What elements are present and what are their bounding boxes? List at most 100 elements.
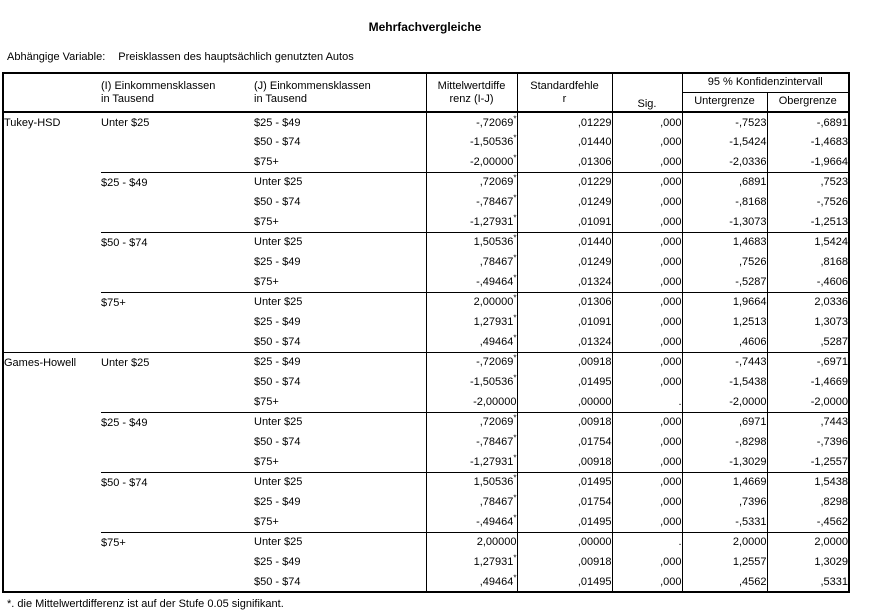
mean-difference-cell: 1,27931* [425,312,517,332]
lower-bound-cell: 1,2513 [681,312,767,332]
mean-difference-cell: 1,50536* [425,232,517,252]
significance-star: * [513,572,517,582]
lower-bound-cell: -,8168 [681,192,767,212]
sig-cell: ,000 [611,172,682,192]
mean-difference-value: -,78467 [476,196,514,208]
i-group-cell: $75+ [101,292,254,353]
lower-bound-cell: ,4606 [681,332,767,353]
std-error-cell: ,00918 [516,552,612,572]
sig-cell: ,000 [611,292,682,312]
sig-cell: ,000 [611,132,682,152]
mean-difference-value: -,72069 [476,116,514,129]
col-header-mean-difference: Mittelwertdiffe renz (I-J) [425,73,517,113]
sig-cell: ,000 [611,512,682,533]
lower-bound-cell: -1,3073 [681,212,767,233]
lower-bound-cell: ,7396 [681,492,767,512]
table-row: $25 - $49 Unter $25,72069* ,01229,000,6891… [3,172,849,233]
upper-bound-cell: 1,5438 [766,472,849,492]
table-row: $50 - $74 -1,50536* ,01495,000 -1,5438 -1,46… [3,372,849,392]
significance-star: * [513,513,517,523]
upper-bound-cell: ,7523 [766,172,849,192]
table-row: $50 - $74,49464* ,01324,000,4606,5287 [3,332,849,353]
j-cell: $50 - $74 [254,196,301,208]
lower-bound-cell: -1,5438 [681,372,767,392]
sig-cell: ,000 [611,272,682,293]
j-cell: $50 - $74 [254,332,426,353]
mean-difference-value: -,72069 [476,356,514,369]
mean-difference-cell: -,49464* [425,512,517,533]
table-row: $75+ -1,27931* ,01091,000 -1,3073 -1,2513 [3,212,849,233]
significance-star: * [513,253,517,263]
col-header-lower-bound: Untergrenze [681,92,767,113]
mean-difference-value: -1,50536 [469,136,514,148]
dependent-variable-value: Preisklassen des hauptsächlich genutzten… [118,51,354,63]
upper-bound-cell: -2,0000 [766,392,849,413]
upper-bound-cell: -,7396 [766,432,849,452]
significance-star: * [513,453,517,463]
mean-difference-value: -2,00000 [473,395,517,408]
lower-bound-cell: ,6971 [681,412,767,432]
upper-bound-cell: 2,0336 [766,292,849,312]
mean-difference-cell: -,49464* [425,272,517,293]
j-cell: $50 - $74 [254,436,301,448]
upper-bound-cell: 1,3073 [766,312,849,332]
mean-difference-value: 1,50536 [473,236,514,249]
mean-difference-value: -,78467 [476,436,514,448]
mean-difference-value: -2,00000 [469,155,514,168]
std-error-cell: ,01324 [516,272,612,293]
i-group-cell: $50 - $74 [101,232,254,293]
j-cell: $25 - $49 [254,556,301,568]
mean-difference-value: ,72069 [479,176,514,189]
sig-cell: ,000 [611,352,682,372]
table-row: $75+ -,49464* ,01495,000 -,5331 -,4562 [3,512,849,533]
mean-difference-value: ,78467 [479,256,514,268]
table-row: $75+ -1,27931* ,00918,000 -1,3029 -1,2557 [3,452,849,473]
significance-star: * [513,433,517,443]
upper-bound-cell: -,4562 [766,512,849,533]
table-row: $50 - $74 Unter $25 1,50536* ,01440,000 1,46… [3,232,849,293]
sig-cell: ,000 [611,152,682,173]
table-body: Tukey-HSD Unter $25 $25 - $49 -,72069* ,0122… [3,112,849,593]
mean-difference-cell: -1,50536* [425,372,517,392]
std-error-cell: ,00918 [516,352,612,372]
sig-cell: ,000 [611,232,682,252]
mean-difference-value: ,49464 [479,575,514,588]
significance-star: * [513,553,517,563]
method-cell: Tukey-HSD [3,112,101,353]
col-header-i-group: (I) Einkommensklassen in Tausend [101,73,254,113]
upper-bound-cell: 2,0000 [766,532,849,552]
lower-bound-cell: -,7523 [681,112,767,132]
table-row: $25 - $49 Unter $25,72069* ,00918,000,6971… [3,412,849,473]
significance-star: * [513,273,517,283]
mean-difference-cell: ,78467* [425,252,517,272]
mean-difference-cell: -,78467* [425,432,517,452]
mean-difference-cell: ,49464* [425,332,517,353]
std-error-cell: ,01306 [516,152,612,173]
significance-star: * [513,373,517,383]
lower-bound-cell: 1,4669 [681,472,767,492]
mean-difference-cell: -,72069* [425,112,517,132]
std-error-cell: ,01440 [516,132,612,152]
mean-difference-value: -,49464 [476,275,514,288]
table-row: $25 - $49 ,78467* ,01249,000,7526,8168 [3,252,849,272]
mean-difference-cell: 1,50536* [425,472,517,492]
significance-star: * [513,153,517,163]
std-error-cell: ,01229 [516,172,612,192]
lower-bound-cell: -,5287 [681,272,767,293]
significance-star: * [513,133,517,143]
sig-cell: . [611,532,682,552]
j-cell: $75+ [254,512,426,533]
sig-cell: ,000 [611,552,682,572]
lower-bound-cell: ,4562 [681,572,767,593]
mean-difference-value: -,49464 [476,515,514,528]
sig-cell: ,000 [611,572,682,593]
mean-difference-cell: 2,00000 [425,532,517,552]
mean-difference-cell: ,78467* [425,492,517,512]
significance-star: * [513,113,517,123]
upper-bound-cell: -1,2557 [766,452,849,473]
col-header-sig: Sig. [611,73,682,113]
upper-bound-cell: -,6971 [766,352,849,372]
mean-difference-cell: ,72069* [425,412,517,432]
std-error-cell: ,01495 [516,472,612,492]
table-row: $50 - $74 -,78467* ,01754,000 -,8298 -,7396 [3,432,849,452]
